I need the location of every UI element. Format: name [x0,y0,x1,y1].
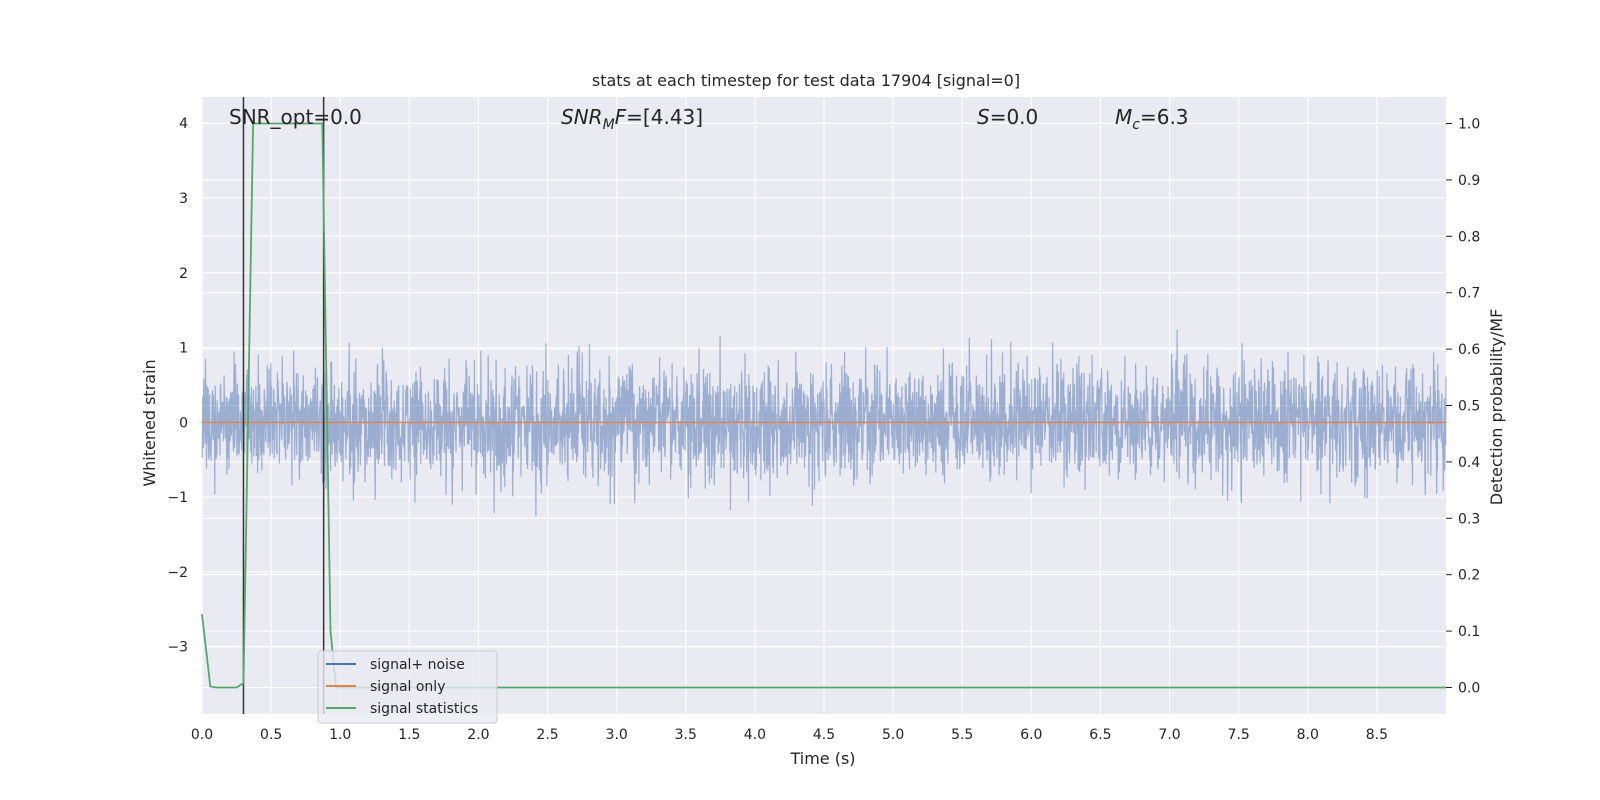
x-tick-label: 5.5 [951,727,973,743]
x-tick-label: 3.0 [606,727,628,743]
x-tick-label: 7.5 [1228,727,1250,743]
x-tick-label: 0.5 [260,727,282,743]
x-tick-label: 0.0 [191,727,213,743]
x-tick-label: 6.5 [1089,727,1111,743]
y2-tick-label: 0.4 [1458,455,1480,471]
y-tick-label: 0 [179,415,188,431]
x-tick-label: 2.5 [536,727,558,743]
y2-tick-label: 0.5 [1458,399,1480,415]
x-tick-label: 1.0 [329,727,351,743]
signal-noise-line [201,329,1447,517]
x-tick-label: 4.0 [744,727,766,743]
y2-tick-label: 0.1 [1458,624,1480,640]
x-tick-label: 3.5 [675,727,697,743]
y-tick-label: −1 [167,490,188,506]
y-axis-label: Whitened strain [140,359,159,486]
annotation-snr-mf: SNRMF=[4.43] [561,105,703,133]
y-tick-label: 4 [179,116,188,132]
x-tick-label: 2.0 [467,727,489,743]
y-tick-label: 2 [179,266,188,282]
y-tick-label: 3 [179,191,188,207]
annotation-mc: Mc=6.3 [1115,105,1189,133]
y-tick-label: −2 [167,565,188,581]
x-tick-label: 8.5 [1366,727,1388,743]
x-tick-label: 1.5 [398,727,420,743]
x-tick-label: 5.0 [882,727,904,743]
x-axis-label: Time (s) [789,749,855,768]
y2-tick-label: 0.3 [1458,511,1480,527]
y-tick-label: 1 [179,341,188,357]
x-tick-label: 7.0 [1158,727,1180,743]
x-tick-label: 6.0 [1020,727,1042,743]
signal-noise-series [201,329,1447,517]
annotation-s: S=0.0 [977,105,1038,129]
legend: signal+ noise signal only signal statist… [317,650,498,724]
y2-tick-label: 0.2 [1458,568,1480,584]
y2-tick-label: 0.8 [1458,229,1480,245]
y2-tick-label: 0.6 [1458,342,1480,358]
y2-tick-label: 0.9 [1458,173,1480,189]
annotation-snr-opt: SNR_opt=0.0 [229,105,362,129]
y2-tick-label: 0.0 [1458,680,1480,696]
legend-label-signal-statistics: signal statistics [370,701,478,717]
y2-tick-label: 0.7 [1458,286,1480,302]
chart-title: stats at each timestep for test data 179… [592,71,1020,90]
y2-axis-label: Detection probability/MF [1487,309,1506,506]
y2-tick-label: 1.0 [1458,117,1480,133]
legend-box [317,650,498,724]
x-tick-label: 8.0 [1297,727,1319,743]
legend-label-signal-only: signal only [370,679,445,695]
x-tick-label: 4.5 [813,727,835,743]
legend-label-signal-noise: signal+ noise [370,657,465,673]
ticks: 0.0 0.5 1.0 1.5 2.0 2.5 3.0 3.5 4.0 4.5 5.0 5.5 6.0 6… [167,116,1480,743]
y-tick-label: −3 [167,640,188,656]
